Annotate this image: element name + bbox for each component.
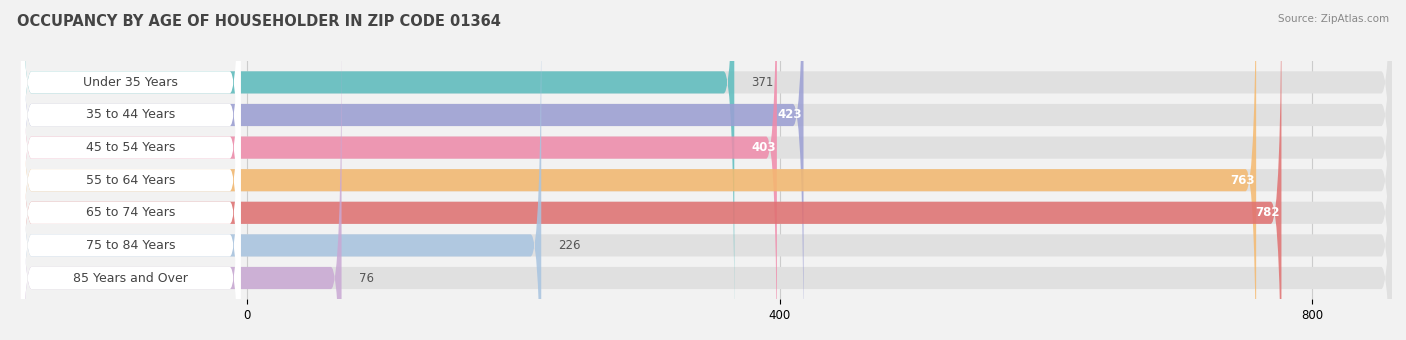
- FancyBboxPatch shape: [21, 0, 240, 340]
- FancyBboxPatch shape: [21, 0, 1392, 340]
- FancyBboxPatch shape: [21, 28, 240, 340]
- FancyBboxPatch shape: [21, 0, 1281, 340]
- Text: Under 35 Years: Under 35 Years: [83, 76, 179, 89]
- Text: 371: 371: [752, 76, 773, 89]
- FancyBboxPatch shape: [21, 0, 1392, 340]
- FancyBboxPatch shape: [21, 0, 1256, 340]
- FancyBboxPatch shape: [21, 0, 1392, 340]
- FancyBboxPatch shape: [21, 0, 1392, 340]
- Text: 76: 76: [359, 272, 374, 285]
- FancyBboxPatch shape: [21, 0, 778, 340]
- Text: 55 to 64 Years: 55 to 64 Years: [86, 174, 176, 187]
- FancyBboxPatch shape: [21, 0, 240, 340]
- Text: 65 to 74 Years: 65 to 74 Years: [86, 206, 176, 219]
- Text: 423: 423: [778, 108, 803, 121]
- FancyBboxPatch shape: [21, 0, 1392, 340]
- FancyBboxPatch shape: [21, 0, 734, 332]
- Text: 85 Years and Over: 85 Years and Over: [73, 272, 188, 285]
- Text: 226: 226: [558, 239, 581, 252]
- FancyBboxPatch shape: [21, 0, 240, 340]
- Text: Source: ZipAtlas.com: Source: ZipAtlas.com: [1278, 14, 1389, 23]
- FancyBboxPatch shape: [21, 0, 240, 332]
- FancyBboxPatch shape: [21, 0, 240, 340]
- Text: 35 to 44 Years: 35 to 44 Years: [86, 108, 176, 121]
- Text: OCCUPANCY BY AGE OF HOUSEHOLDER IN ZIP CODE 01364: OCCUPANCY BY AGE OF HOUSEHOLDER IN ZIP C…: [17, 14, 501, 29]
- Text: 403: 403: [751, 141, 776, 154]
- FancyBboxPatch shape: [21, 0, 803, 340]
- FancyBboxPatch shape: [21, 0, 541, 340]
- FancyBboxPatch shape: [21, 28, 1392, 340]
- FancyBboxPatch shape: [21, 0, 240, 340]
- Text: 75 to 84 Years: 75 to 84 Years: [86, 239, 176, 252]
- Text: 45 to 54 Years: 45 to 54 Years: [86, 141, 176, 154]
- Text: 782: 782: [1256, 206, 1279, 219]
- FancyBboxPatch shape: [21, 28, 342, 340]
- Text: 763: 763: [1230, 174, 1254, 187]
- FancyBboxPatch shape: [21, 0, 1392, 332]
